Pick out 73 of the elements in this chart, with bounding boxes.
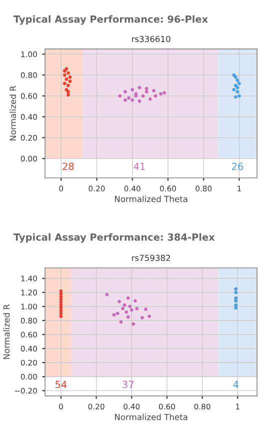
point xyxy=(130,98,134,102)
point xyxy=(234,290,238,294)
point xyxy=(141,94,145,98)
point xyxy=(118,94,122,98)
chart-title: Typical Assay Performance: 96-Plex xyxy=(14,15,208,25)
point xyxy=(159,92,163,96)
point xyxy=(234,306,238,310)
point xyxy=(234,95,238,99)
point xyxy=(126,296,130,300)
point xyxy=(162,91,166,94)
point xyxy=(112,313,116,317)
point xyxy=(59,314,63,318)
point xyxy=(124,98,127,102)
point xyxy=(130,88,134,92)
point xyxy=(133,299,137,303)
point xyxy=(118,300,121,304)
point xyxy=(128,304,132,308)
point xyxy=(236,78,240,82)
point xyxy=(127,96,130,100)
point xyxy=(135,306,139,310)
annotation: 41 xyxy=(134,162,145,170)
chart-subtitle: rs336610 xyxy=(132,36,170,42)
point xyxy=(66,93,70,97)
annotation: 54 xyxy=(56,380,67,388)
point xyxy=(121,306,125,310)
point xyxy=(234,299,238,303)
point xyxy=(148,314,151,318)
point xyxy=(66,71,70,75)
point xyxy=(232,88,236,92)
point xyxy=(234,296,238,300)
point xyxy=(126,315,130,319)
point xyxy=(68,80,72,84)
point xyxy=(59,300,63,304)
point xyxy=(138,99,142,103)
point xyxy=(130,308,134,312)
point xyxy=(148,97,152,101)
point xyxy=(68,75,72,79)
point xyxy=(119,320,123,324)
point xyxy=(238,94,241,98)
annotation: 4 xyxy=(233,380,238,388)
point xyxy=(236,90,240,94)
point xyxy=(132,322,136,326)
point xyxy=(59,308,63,312)
point xyxy=(144,308,148,311)
y-axis-title: Normalized R xyxy=(10,86,16,140)
point xyxy=(62,82,66,86)
point xyxy=(59,294,63,298)
point xyxy=(64,67,68,70)
point xyxy=(144,86,148,90)
annotation: 28 xyxy=(62,162,74,170)
point xyxy=(124,310,128,314)
point xyxy=(62,73,66,77)
point xyxy=(234,287,238,291)
annotation: 26 xyxy=(232,162,244,170)
point xyxy=(236,86,240,90)
point xyxy=(105,292,109,296)
point xyxy=(124,90,127,94)
annotation: 37 xyxy=(122,380,134,388)
point xyxy=(144,90,148,94)
point xyxy=(140,316,144,320)
point xyxy=(238,82,241,86)
x-axis-title: Normalized Theta xyxy=(114,414,188,420)
y-axis-title: Normalized R xyxy=(3,304,10,359)
point xyxy=(152,88,156,92)
point xyxy=(234,303,238,307)
chart-title: Typical Assay Performance: 384-Plex xyxy=(14,233,215,243)
point xyxy=(66,84,70,88)
point xyxy=(234,84,238,88)
point xyxy=(64,78,68,81)
point xyxy=(66,90,70,94)
point xyxy=(122,303,126,307)
x-axis-title: Normalized Theta xyxy=(114,196,188,202)
chart-subtitle: rs759382 xyxy=(132,254,170,262)
